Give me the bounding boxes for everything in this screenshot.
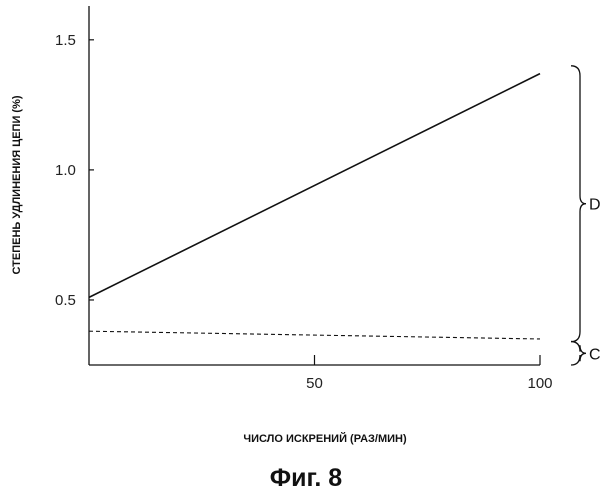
series-group bbox=[89, 74, 540, 339]
brace-label-c: C bbox=[589, 346, 601, 363]
brace-d bbox=[571, 66, 586, 342]
figure-caption: Фиг. 8 bbox=[270, 464, 343, 492]
x-axis-title: ЧИСЛО ИСКРЕНИЙ (РАЗ/МИН) bbox=[243, 432, 407, 445]
brackets-group: DC bbox=[571, 66, 601, 365]
brace-c bbox=[571, 342, 586, 365]
x-tick-label: 100 bbox=[527, 375, 552, 392]
y-tick-label: 1.0 bbox=[55, 162, 76, 179]
y-tick-label: 1.5 bbox=[55, 32, 76, 49]
series-line-d bbox=[89, 74, 540, 298]
x-tick-label: 50 bbox=[306, 375, 323, 392]
y-tick-label: 0.5 bbox=[55, 292, 76, 309]
y-axis-title: СТЕПЕНЬ УДЛИНЕНИЯ ЦЕПИ (%) bbox=[11, 95, 23, 274]
series-line-c bbox=[89, 331, 540, 339]
brace-label-d: D bbox=[589, 197, 601, 214]
